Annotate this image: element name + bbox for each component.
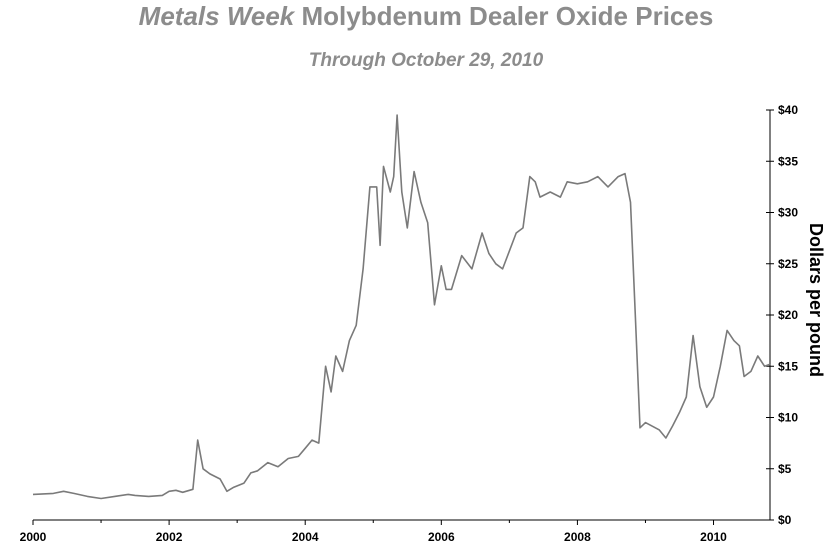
x-tick-label: 2004: [292, 530, 319, 544]
y-axis: $0 $5 $10 $15 $20 $25 $30 $35 $40: [766, 103, 798, 527]
y-tick-label: $30: [778, 206, 798, 220]
y-tick-label: $15: [778, 359, 798, 373]
y-tick-label: $25: [778, 257, 798, 271]
chart-subtitle: Through October 29, 2010: [309, 50, 544, 71]
x-tick-label: 2002: [156, 530, 183, 544]
y-axis-label: Dollars per pound: [806, 223, 826, 377]
chart-title-rest: Molybdenum Dealer Oxide Prices: [294, 1, 713, 31]
y-tick-label: $35: [778, 154, 798, 168]
series-layer: [32, 114, 771, 500]
x-tick-label: 2010: [700, 530, 727, 544]
x-tick-label: 2006: [428, 530, 455, 544]
y-tick-label: $20: [778, 308, 798, 322]
y-tick-label: $0: [778, 513, 792, 527]
x-tick-label: 2008: [564, 530, 591, 544]
price-line: [32, 114, 771, 500]
y-tick-label: $40: [778, 103, 798, 117]
x-axis: 2000 2002 2004 2006 2008 2010: [20, 519, 770, 544]
y-tick-label: $5: [778, 462, 792, 476]
chart-title-italic: Metals Week: [139, 1, 296, 31]
chart-title: Metals Week Molybdenum Dealer Oxide Pric…: [139, 1, 714, 31]
y-tick-label: $10: [778, 411, 798, 425]
x-tick-label: 2000: [20, 530, 47, 544]
